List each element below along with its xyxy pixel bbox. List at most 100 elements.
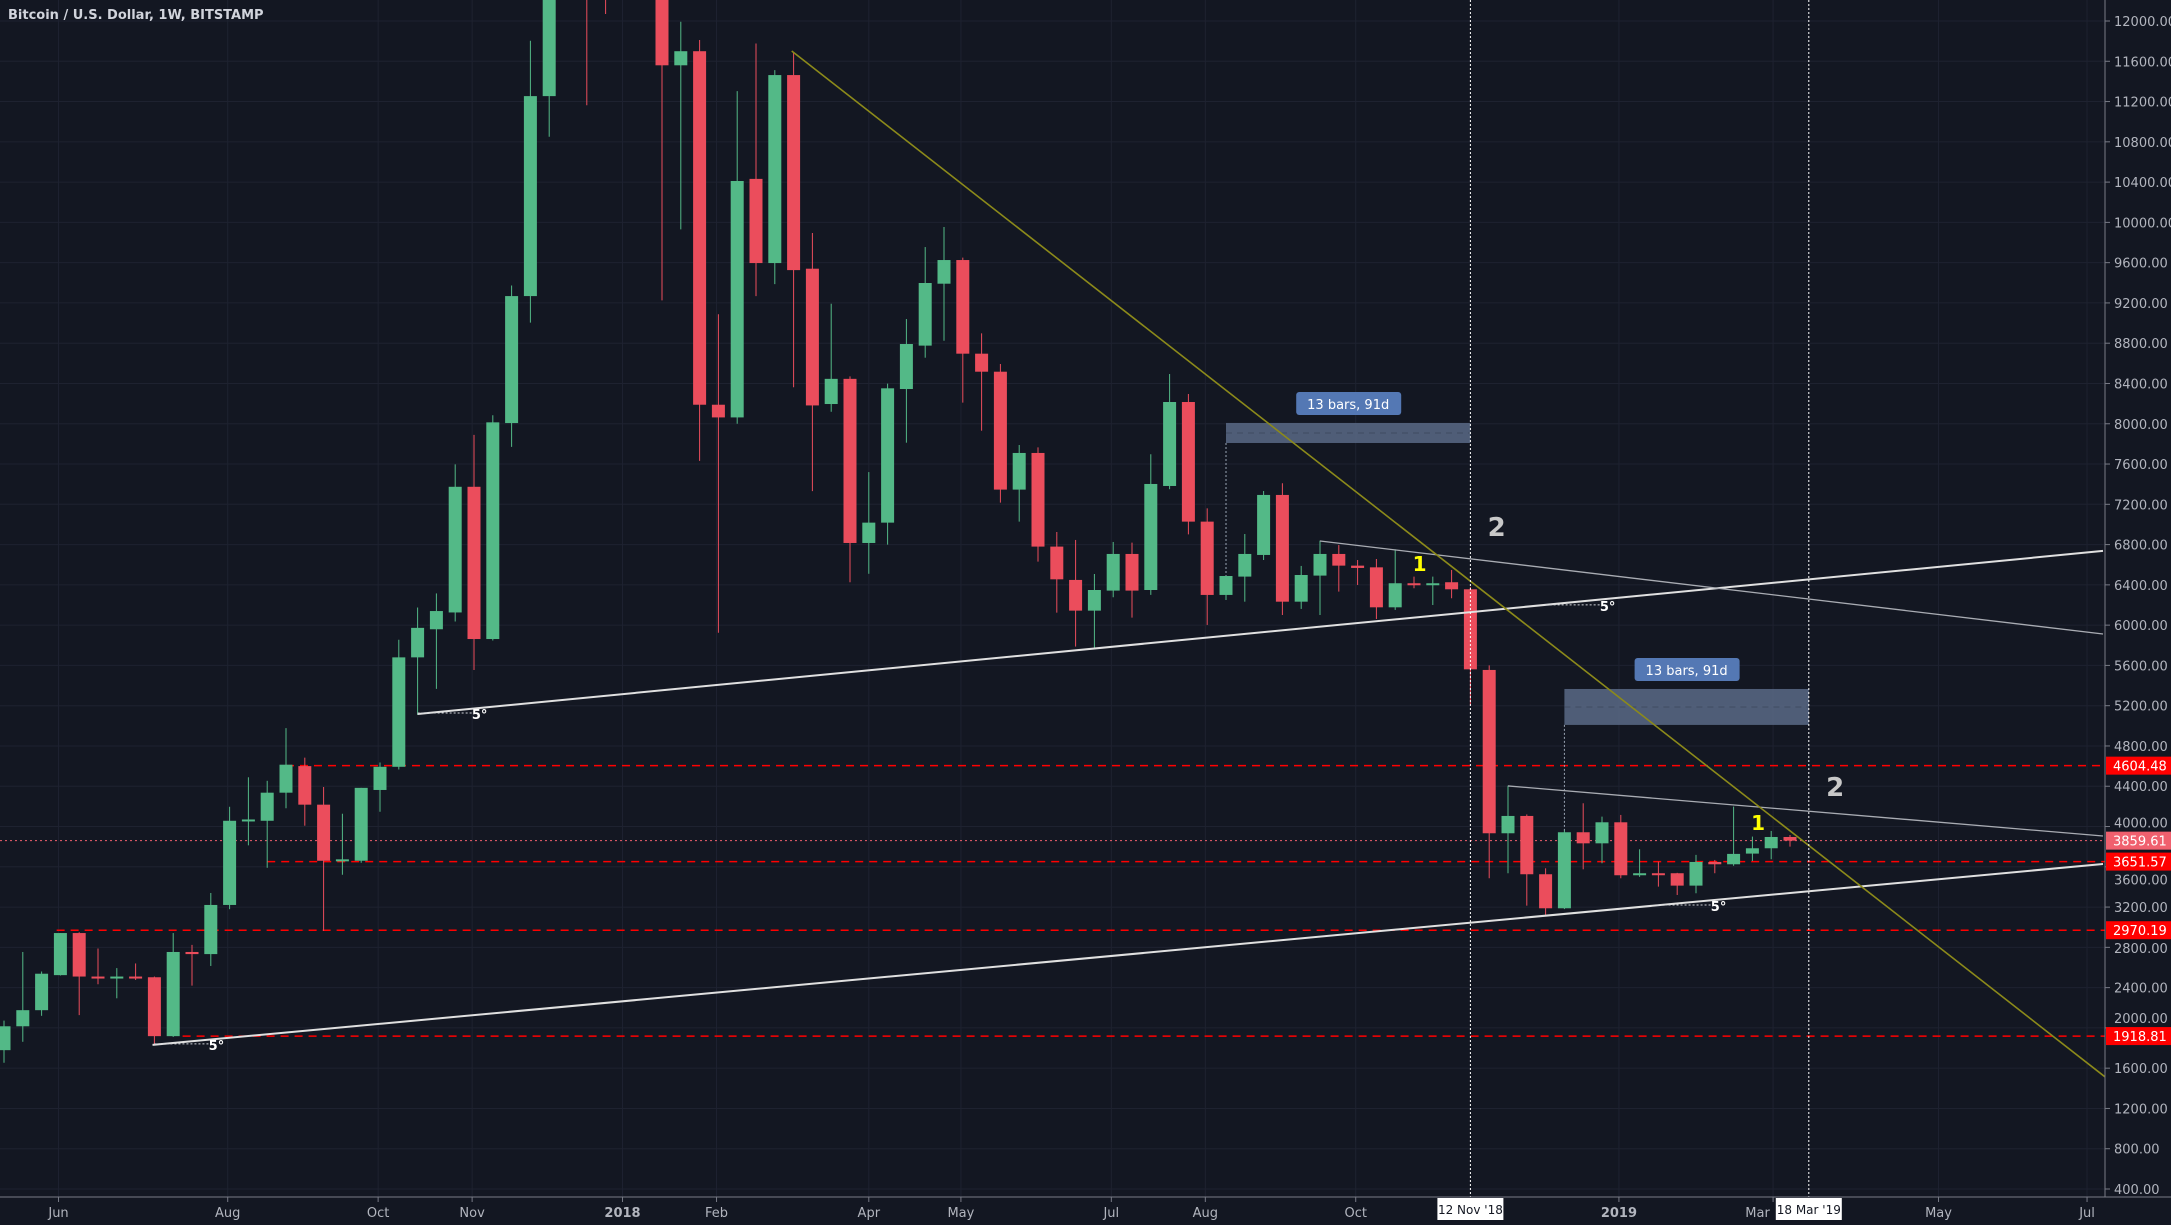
candle-body	[110, 976, 124, 979]
candle-body	[824, 378, 838, 405]
candle-body	[486, 422, 500, 640]
candle-up	[542, 0, 556, 137]
candle-body	[1407, 583, 1421, 586]
candle-body	[166, 951, 180, 1037]
candle-up	[730, 91, 744, 424]
date-range-label-bg	[1634, 657, 1740, 681]
time-tick-label: 2018	[604, 1206, 640, 1221]
price-tick-label: 1200.00	[2114, 1102, 2168, 1117]
candle-down	[1069, 539, 1083, 647]
time-tick-label: Jul	[2078, 1206, 2095, 1221]
price-tick-label: 4800.00	[2114, 740, 2168, 755]
candle-down	[317, 787, 331, 931]
candle-body	[147, 977, 161, 1037]
price-tick-label: 6000.00	[2114, 619, 2168, 634]
candle-body	[1125, 553, 1139, 591]
candle-up	[505, 285, 519, 447]
candle-down	[1520, 814, 1534, 906]
time-axis[interactable]: Jun Aug Oct Nov 2018 Feb Apr May Jul Aug Oct 2019 Ma…	[0, 1196, 2171, 1225]
candle-body	[35, 973, 49, 1011]
price-tick-label: 5600.00	[2114, 659, 2168, 674]
candle-body	[260, 792, 274, 821]
candle-body	[1087, 589, 1101, 611]
date-range-label: 13 bars, 91d	[1646, 664, 1728, 679]
candle-up	[1633, 849, 1647, 877]
candle-body	[1388, 583, 1402, 608]
candle-down	[1708, 859, 1722, 874]
candle-up	[1163, 374, 1177, 490]
candle-down	[805, 232, 819, 492]
candle-body	[1595, 822, 1609, 844]
candle-down	[1200, 508, 1214, 625]
candle-up	[1257, 491, 1271, 560]
price-tick-label: 2400.00	[2114, 982, 2168, 997]
time-tick-label: Jul	[1102, 1206, 1119, 1221]
candle-body	[1106, 553, 1120, 591]
candle-body	[1633, 873, 1647, 876]
price-tick-label: 3600.00	[2114, 874, 2168, 889]
candle-up	[411, 607, 425, 715]
candle-body	[53, 933, 67, 976]
time-tick-label: Nov	[459, 1206, 485, 1221]
candle-body	[993, 371, 1007, 490]
candle-up	[1727, 806, 1741, 866]
lower-support-line	[152, 862, 2104, 1046]
price-tick-label: 2800.00	[2114, 942, 2168, 957]
candle-down	[655, 0, 669, 301]
candle-up	[429, 593, 443, 689]
candle-up	[824, 303, 838, 412]
candle-body	[843, 378, 857, 543]
price-tick-label: 9600.00	[2114, 257, 2168, 272]
candle-body	[975, 353, 989, 372]
candle-down	[185, 944, 199, 986]
candle-body	[1238, 553, 1252, 577]
level-price-badge	[2106, 921, 2171, 940]
candle-body	[1351, 565, 1365, 568]
candle-down	[693, 40, 707, 461]
candle-body	[373, 766, 387, 790]
candle-body	[1520, 815, 1534, 875]
price-tick-label: 800.00	[2114, 1143, 2160, 1158]
candle-up	[1557, 830, 1571, 910]
price-axis[interactable]: 12000.00 11600.00 11200.00 10800.00 10400.00…	[2104, 0, 2171, 1225]
candle-up	[1689, 854, 1703, 894]
candle-body	[411, 627, 425, 658]
candle-body	[1614, 822, 1628, 876]
candle-up	[1388, 549, 1402, 610]
candle-down	[1369, 558, 1383, 619]
candle-down	[1351, 559, 1365, 585]
candle-body	[862, 522, 876, 543]
time-tick-label: Apr	[858, 1206, 881, 1221]
candle-body	[1369, 567, 1383, 608]
date-range-label: 13 bars, 91d	[1307, 398, 1389, 413]
candle-body	[1069, 579, 1083, 611]
candle-down	[72, 932, 86, 1016]
candle-body	[467, 486, 481, 640]
candle-body	[1670, 873, 1684, 886]
candle-body	[241, 819, 255, 822]
candle-body	[72, 933, 86, 977]
candle-up	[1501, 785, 1515, 874]
price-tick-label: 7600.00	[2114, 458, 2168, 473]
candle-body	[1200, 521, 1214, 595]
candle-down	[1181, 393, 1195, 535]
candle-up	[223, 806, 237, 910]
candle-body	[298, 766, 312, 805]
candle-down	[993, 364, 1007, 503]
candle-up	[35, 971, 49, 1016]
candle-up	[1106, 541, 1120, 598]
candle-body	[956, 260, 970, 354]
candle-body	[185, 951, 199, 955]
candle-up	[881, 383, 895, 545]
candle-up	[260, 780, 274, 868]
candle-up	[768, 70, 782, 285]
descending-trendline-line	[791, 50, 2106, 1078]
cursor-date-label: 18 Mar '19	[1777, 1203, 1841, 1217]
level-price-label: 1918.81	[2113, 1030, 2167, 1045]
price-tick-label: 1600.00	[2114, 1062, 2168, 1077]
candle-body	[674, 51, 688, 66]
candle-body	[1539, 874, 1553, 909]
candle-body	[392, 657, 406, 767]
candle-up	[166, 933, 180, 1037]
